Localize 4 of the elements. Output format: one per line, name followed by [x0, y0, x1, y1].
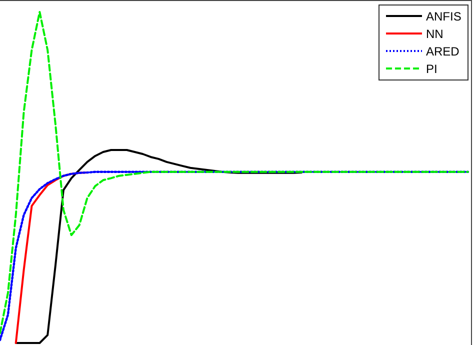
legend-label: NN: [426, 27, 444, 41]
legend-label: ANFIS: [426, 10, 462, 24]
legend-label: ARED: [426, 44, 460, 58]
legend-label: PI: [426, 62, 438, 76]
